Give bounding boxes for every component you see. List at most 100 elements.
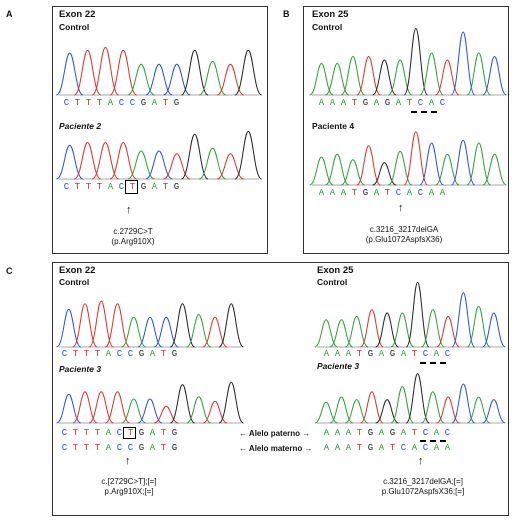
base-letter: A — [428, 188, 435, 198]
panel-c-left-mutation-box — [123, 427, 136, 439]
trace-peak — [390, 312, 415, 348]
base-letter: A — [406, 188, 413, 198]
trace-peak — [451, 292, 476, 348]
base-letter: T — [94, 349, 101, 359]
panel-c-right-mutation-note: c.3216_3217delGA;[=] p.Glu1072AspfsX36;[… — [353, 477, 493, 497]
panel-a-exon-title: Exon 22 — [59, 9, 96, 20]
base-letter: A — [395, 98, 402, 108]
trace-peak — [169, 303, 196, 348]
base-letter: C — [63, 182, 70, 192]
base-letter: A — [151, 182, 158, 192]
panel-c-left-control-chromatogram — [56, 300, 244, 348]
base-letter: G — [171, 443, 178, 453]
panel-a-mutation: c.2729C>T — [113, 227, 153, 236]
trace-peak — [314, 401, 338, 424]
trace-peak — [121, 316, 147, 348]
trace-peak — [91, 46, 120, 96]
base-letter: C — [116, 443, 123, 453]
allele-paternal-label: ← Alelo paterno → — [239, 429, 311, 438]
base-letter: C — [444, 349, 451, 359]
base-letter: T — [96, 98, 103, 108]
base-letter: A — [345, 428, 352, 438]
panel-b-exon-title: Exon 25 — [312, 9, 349, 20]
trace-peak — [109, 142, 137, 180]
trace-peak — [466, 52, 492, 96]
trace-peak — [344, 315, 369, 348]
base-letter: C — [422, 349, 429, 359]
base-letter: T — [351, 98, 358, 108]
panel-c-right-protein: p.Glu1072AspfsX36;[=] — [381, 487, 465, 496]
trace-peak — [372, 162, 397, 186]
base-letter: A — [433, 428, 440, 438]
trace-peak — [405, 281, 430, 348]
base-letter: G — [138, 428, 145, 438]
panel-c-right-exon-title: Exon 25 — [317, 265, 354, 276]
trace-peak — [356, 55, 381, 96]
trace-peak — [56, 393, 82, 424]
panel-c-left-patient-chromatogram — [56, 381, 244, 424]
base-letter: A — [433, 349, 440, 359]
panel-a-control-chromatogram — [56, 46, 263, 96]
panel-c-left-patient-label: Paciente 3 — [59, 364, 102, 374]
trace-peak — [73, 49, 102, 96]
trace-peak — [72, 303, 98, 348]
panel-b-mutation: c.3216_3217delGA — [369, 225, 439, 234]
panel-c-left-arrow-icon: ↑ — [125, 455, 131, 467]
base-letter: T — [411, 428, 418, 438]
base-letter: G — [138, 349, 145, 359]
base-letter: C — [118, 182, 125, 192]
panel-b-control-chromatogram — [309, 27, 507, 96]
trace-peak — [180, 133, 209, 180]
base-letter: A — [105, 349, 112, 359]
panel-c-right-arrow-icon: ↑ — [418, 455, 424, 467]
trace-peak — [105, 391, 130, 424]
trace-peak — [216, 153, 244, 180]
base-letter: T — [160, 443, 167, 453]
trace-peak — [403, 131, 429, 186]
base-letter: A — [340, 98, 347, 108]
trace-peak — [186, 314, 212, 348]
trace-peak — [388, 150, 413, 186]
panel-a-mutation-note: c.2729C>T (p.Arg910X) — [83, 227, 183, 247]
base-letter: T — [72, 349, 79, 359]
panel-b-mutation-note: c.3216_3217delGA (p.Glu1072AspfsX36) — [344, 225, 464, 245]
base-letter: G — [140, 182, 147, 192]
trace-peak — [356, 145, 381, 186]
trace-peak — [137, 398, 163, 424]
base-letter: G — [367, 428, 374, 438]
base-letter: A — [318, 98, 325, 108]
base-letter: A — [439, 188, 446, 198]
base-letter: A — [433, 443, 440, 453]
base-letter: G — [367, 443, 374, 453]
trace-peak — [137, 316, 163, 348]
trace-peak — [309, 156, 334, 186]
trace-peak — [340, 55, 366, 96]
base-letter: A — [105, 443, 112, 453]
trace-peak — [375, 399, 399, 424]
base-letter: G — [173, 98, 180, 108]
panel-a-protein: (p.Arg910X) — [111, 237, 155, 246]
base-letter: G — [384, 98, 391, 108]
base-letter: C — [118, 98, 125, 108]
base-letter: G — [171, 428, 178, 438]
trace-peak — [218, 381, 244, 424]
allele-maternal-label: ← Alelo materno → — [239, 444, 313, 453]
trace-peak — [109, 49, 138, 96]
panel-c-left-mutation-note: c.[2729C>T];[=] p.Arg910X;[=] — [69, 477, 189, 497]
base-letter: A — [345, 443, 352, 453]
base-letter: T — [389, 443, 396, 453]
base-letter: A — [105, 428, 112, 438]
base-letter: A — [373, 98, 380, 108]
base-letter: T — [72, 428, 79, 438]
base-letter: A — [444, 443, 451, 453]
trace-peak — [73, 142, 102, 180]
trace-peak — [482, 55, 507, 96]
trace-peak — [234, 49, 263, 96]
base-letter: T — [127, 428, 134, 438]
panel-b-arrow-icon: ↑ — [398, 202, 404, 214]
base-letter: A — [411, 443, 418, 453]
base-letter: T — [96, 182, 103, 192]
